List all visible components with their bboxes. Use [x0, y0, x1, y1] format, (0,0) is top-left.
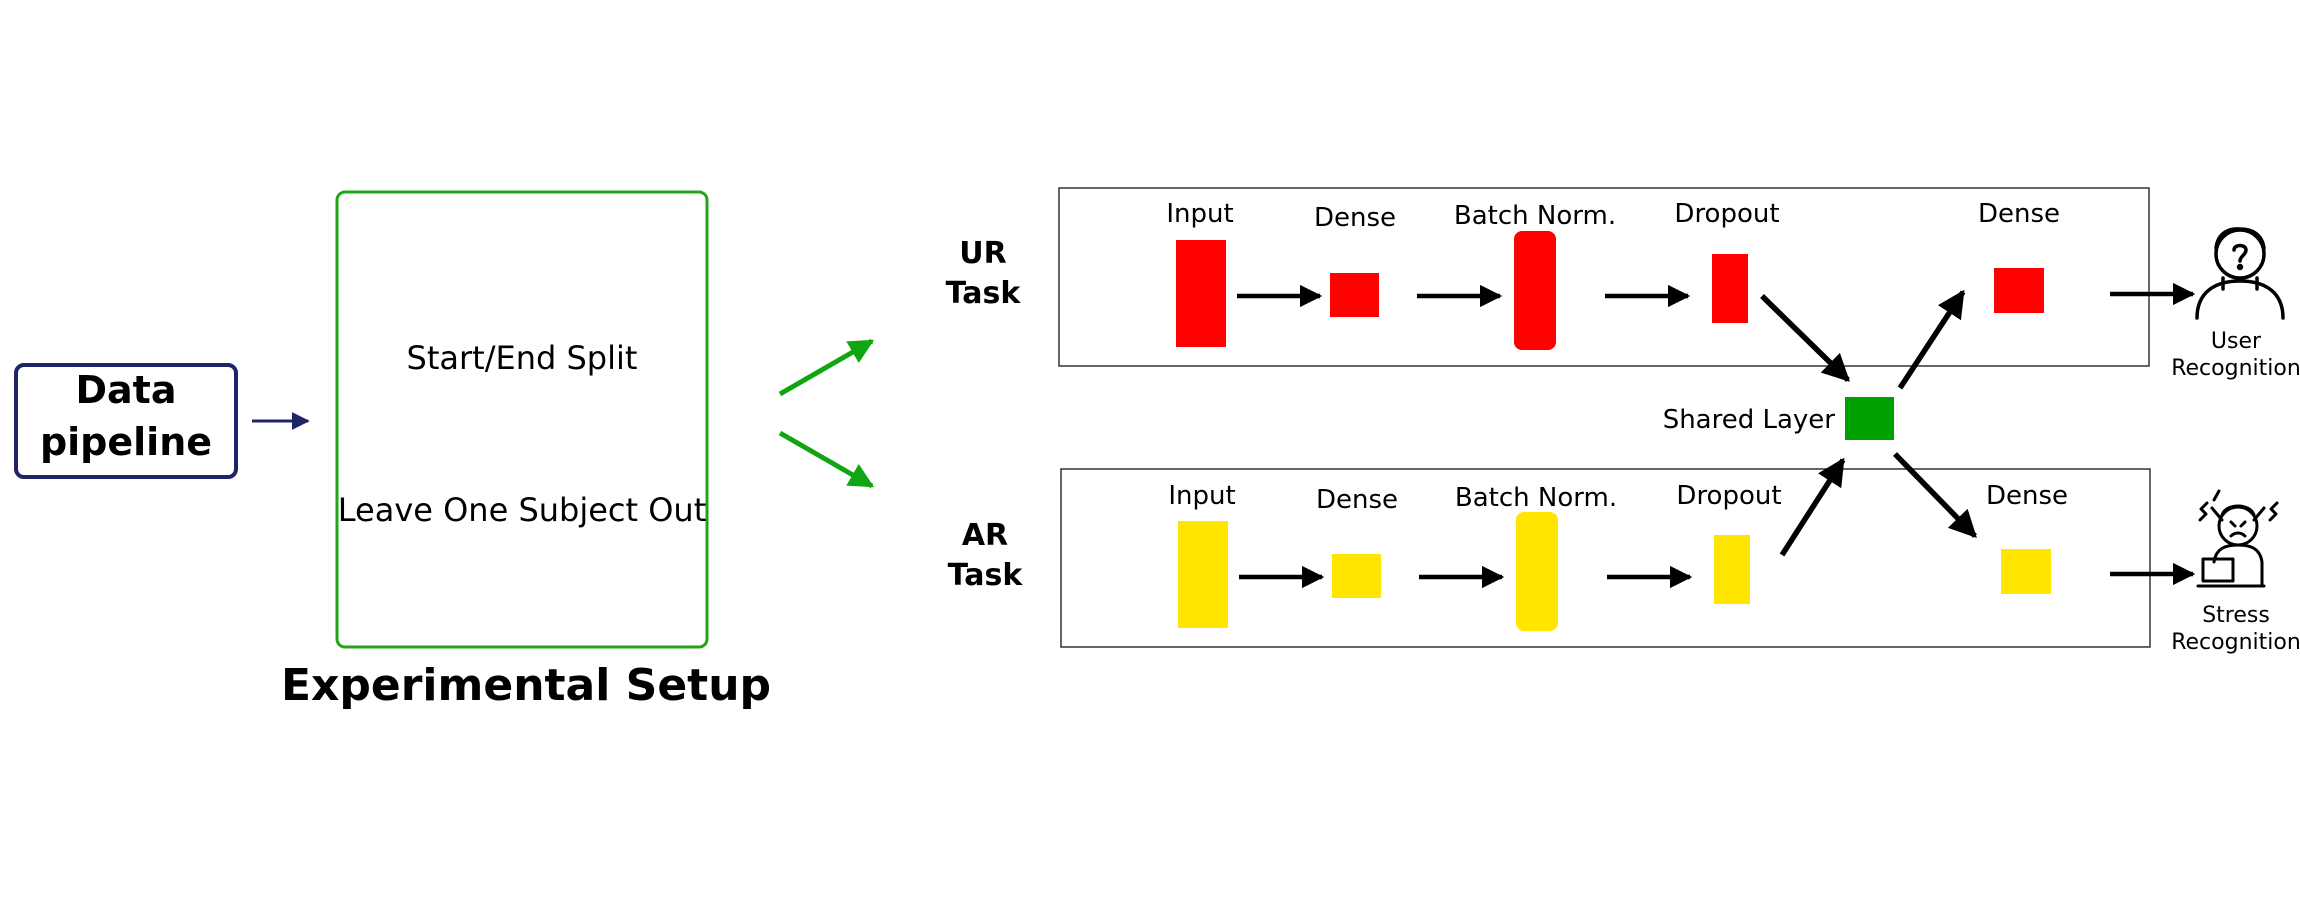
ar-layer-label-batch-norm: Batch Norm.	[1455, 483, 1617, 513]
ur-dropout-layer	[1712, 254, 1748, 323]
ur-input-layer	[1176, 240, 1226, 347]
dropout-to-shared-arrow	[1760, 294, 1850, 382]
ur-batch-norm-layer	[1514, 231, 1556, 350]
ar-dense-layer	[1332, 554, 1381, 598]
setup-option-leave-one-subject-out: Leave One Subject Out	[338, 491, 707, 529]
data-pipeline-box: Data pipeline	[14, 363, 238, 479]
ar-dense-output-layer	[2001, 549, 2051, 594]
setup-option-start-end-split: Start/End Split	[407, 339, 638, 377]
ar-task-label-line1: AR	[962, 518, 1008, 553]
ar-batch-norm-layer	[1516, 512, 1558, 631]
ur-layer-label-dense-output: Dense	[1978, 199, 2060, 229]
ar-layer-label-input: Input	[1168, 481, 1235, 511]
ur-layer-label-batch-norm: Batch Norm.	[1454, 201, 1616, 231]
green-arrow-down	[778, 430, 875, 489]
data-pipeline-line2: pipeline	[40, 420, 212, 464]
ur-layer-label-input: Input	[1166, 199, 1233, 229]
ur-task-label-line2: Task	[946, 276, 1022, 311]
ur-task-panel	[1058, 187, 2150, 367]
shared-layer-label: Shared Layer	[1663, 405, 1836, 435]
ur-layer-label-dropout: Dropout	[1674, 199, 1779, 229]
ar-task-label-line2: Task	[948, 558, 1024, 593]
ur-layer-label-dense: Dense	[1314, 203, 1396, 233]
shared-layer	[1845, 397, 1894, 440]
stressed-person-icon	[2196, 489, 2279, 588]
data-pipeline-line1: Data	[76, 368, 177, 412]
ar-dropout-layer	[1714, 535, 1750, 604]
ar-dropout-to-shared-arrow	[1779, 457, 1846, 557]
ur-dense-output-layer	[1994, 268, 2044, 313]
user-recognition-line1: User	[2211, 329, 2262, 354]
green-arrow-up	[778, 338, 875, 397]
experimental-setup-title: Experimental Setup	[281, 660, 771, 711]
ar-layer-label-dropout: Dropout	[1676, 481, 1781, 511]
experimental-setup-box: Start/End Split Leave One Subject Out	[335, 190, 709, 649]
ar-task-panel	[1060, 468, 2151, 648]
confused-user-icon	[2195, 227, 2285, 320]
ur-dense-layer	[1330, 273, 1379, 317]
ar-layer-label-dense-output: Dense	[1986, 481, 2068, 511]
shared-to-ur-dense-arrow	[1897, 289, 1966, 390]
stress-recognition-line1: Stress	[2202, 603, 2270, 628]
user-recognition-line2: Recognition	[2171, 356, 2300, 381]
ar-input-layer	[1178, 521, 1228, 628]
shared-to-ar-dense-arrow	[1893, 452, 1977, 538]
stress-recognition-line2: Recognition	[2171, 630, 2300, 655]
ur-task-label-line1: UR	[959, 236, 1006, 271]
ar-layer-label-dense: Dense	[1316, 485, 1398, 515]
